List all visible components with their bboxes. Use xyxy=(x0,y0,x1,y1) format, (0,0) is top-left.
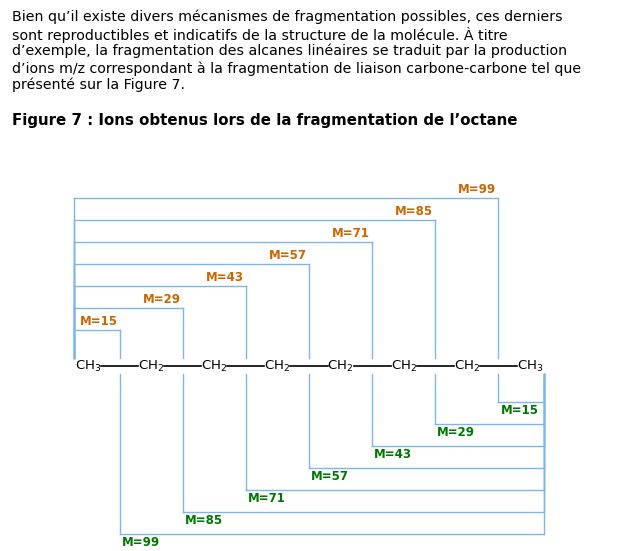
Text: M=57: M=57 xyxy=(311,470,349,483)
Text: sont reproductibles et indicatifs de la structure de la molécule. À titre: sont reproductibles et indicatifs de la … xyxy=(12,27,507,43)
Text: M=29: M=29 xyxy=(437,426,475,439)
Text: d’exemple, la fragmentation des alcanes linéaires se traduit par la production: d’exemple, la fragmentation des alcanes … xyxy=(12,44,567,58)
Text: M=85: M=85 xyxy=(395,205,433,218)
Text: M=15: M=15 xyxy=(500,404,538,417)
Text: $\mathregular{CH_3}$: $\mathregular{CH_3}$ xyxy=(517,359,543,374)
Text: M=99: M=99 xyxy=(458,183,497,196)
Text: M=43: M=43 xyxy=(374,448,412,461)
Text: M=15: M=15 xyxy=(80,315,117,328)
Text: $\mathregular{CH_2}$: $\mathregular{CH_2}$ xyxy=(138,359,164,374)
Text: M=85: M=85 xyxy=(185,514,223,527)
Text: $\mathregular{CH_2}$: $\mathregular{CH_2}$ xyxy=(264,359,290,374)
Text: $\mathregular{CH_2}$: $\mathregular{CH_2}$ xyxy=(327,359,354,374)
Text: Figure 7 : Ions obtenus lors de la fragmentation de l’octane: Figure 7 : Ions obtenus lors de la fragm… xyxy=(12,113,517,128)
Text: Bien qu’il existe divers mécanismes de fragmentation possibles, ces derniers: Bien qu’il existe divers mécanismes de f… xyxy=(12,10,563,24)
Text: présenté sur la Figure 7.: présenté sur la Figure 7. xyxy=(12,78,185,93)
Text: M=71: M=71 xyxy=(333,227,370,240)
Text: M=29: M=29 xyxy=(143,293,180,306)
Text: $\mathregular{CH_2}$: $\mathregular{CH_2}$ xyxy=(454,359,480,374)
Text: d’ions m/z correspondant à la fragmentation de liaison carbone-carbone tel que: d’ions m/z correspondant à la fragmentat… xyxy=(12,61,581,75)
Text: M=99: M=99 xyxy=(122,536,160,549)
Text: M=43: M=43 xyxy=(206,271,244,284)
Text: M=57: M=57 xyxy=(269,249,307,262)
Text: $\mathregular{CH_2}$: $\mathregular{CH_2}$ xyxy=(391,359,417,374)
Text: M=71: M=71 xyxy=(248,492,286,505)
Text: $\mathregular{CH_3}$: $\mathregular{CH_3}$ xyxy=(74,359,101,374)
Text: $\mathregular{CH_2}$: $\mathregular{CH_2}$ xyxy=(201,359,227,374)
